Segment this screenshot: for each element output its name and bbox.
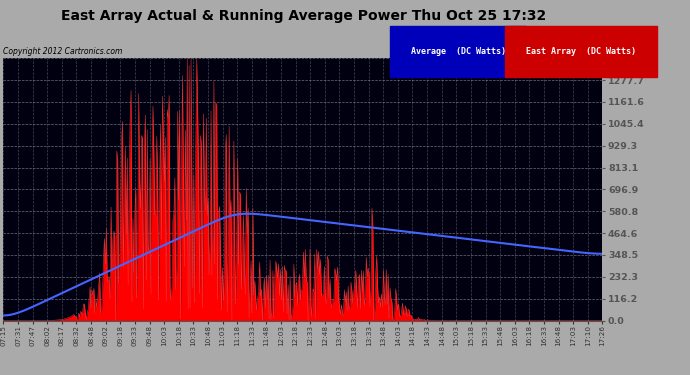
Text: East Array  (DC Watts): East Array (DC Watts) (526, 47, 635, 56)
Text: Average  (DC Watts): Average (DC Watts) (411, 47, 506, 56)
Text: East Array Actual & Running Average Power Thu Oct 25 17:32: East Array Actual & Running Average Powe… (61, 9, 546, 23)
Text: Copyright 2012 Cartronics.com: Copyright 2012 Cartronics.com (3, 47, 123, 56)
